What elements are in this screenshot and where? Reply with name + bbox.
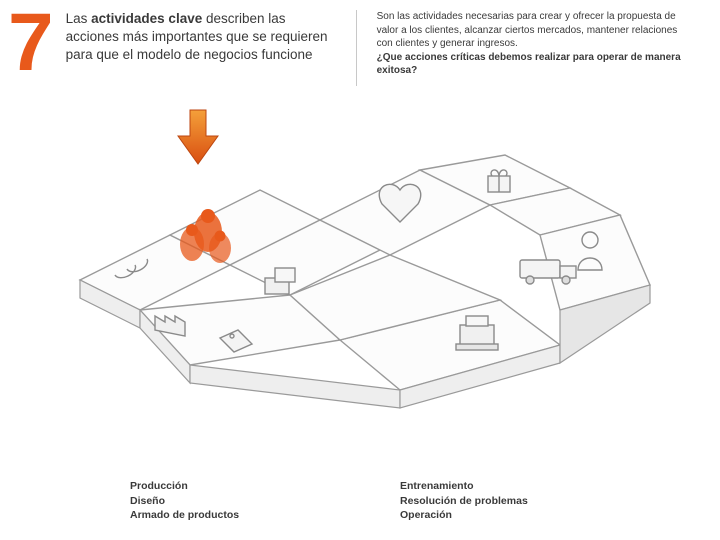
footer-item: Operación — [400, 508, 528, 522]
footer-item: Entrenamiento — [400, 479, 528, 493]
canvas-illustration — [60, 120, 660, 450]
description-block: Son las actividades necesarias para crea… — [377, 8, 687, 86]
footer-item: Producción — [130, 479, 380, 493]
footer-item: Resolución de problemas — [400, 494, 528, 508]
footer-item: Diseño — [130, 494, 380, 508]
vertical-divider — [356, 10, 357, 86]
title-pre: Las — [66, 11, 92, 26]
desc-text: Son las actividades necesarias para crea… — [377, 11, 678, 49]
footer: Producción Diseño Armado de productos En… — [0, 479, 720, 522]
header: 7 Las actividades clave describen las ac… — [0, 0, 720, 86]
title-bold: actividades clave — [91, 11, 202, 26]
footer-left-column: Producción Diseño Armado de productos — [130, 479, 380, 522]
desc-question: ¿Que acciones críticas debemos realizar … — [377, 52, 681, 77]
section-number: 7 — [8, 8, 54, 86]
footer-right-column: Entrenamiento Resolución de problemas Op… — [400, 479, 528, 522]
title-block: Las actividades clave describen las acci… — [66, 8, 336, 86]
footer-item: Armado de productos — [130, 508, 380, 522]
